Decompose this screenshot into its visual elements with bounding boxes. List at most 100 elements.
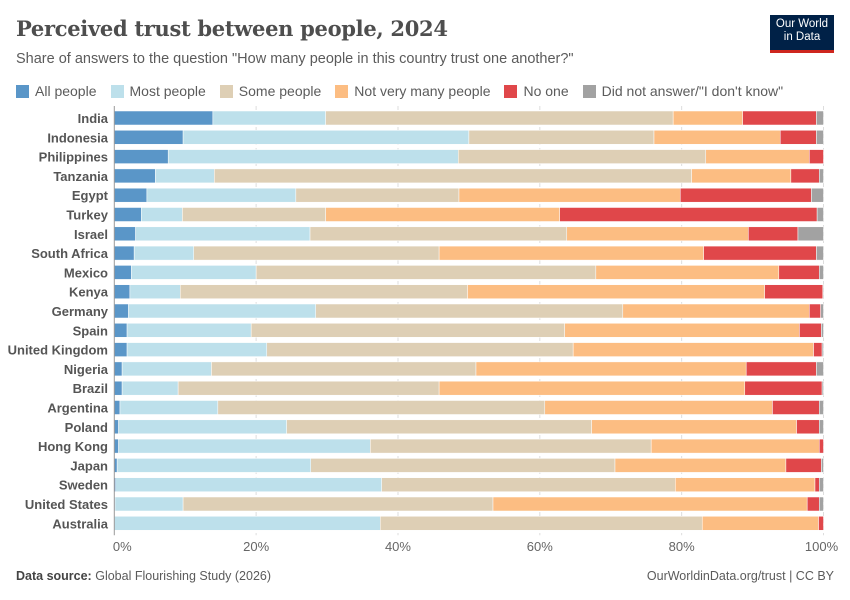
bar-segment-did-not-answer-i-don-t-know[interactable] [821, 458, 824, 473]
owid-logo[interactable]: Our World in Data [770, 15, 834, 53]
bar-segment-not-very-many-people[interactable] [691, 168, 792, 184]
bar-segment-some-people[interactable] [182, 496, 494, 512]
bar-segment-no-one[interactable] [814, 477, 820, 492]
bar-segment-some-people[interactable] [370, 438, 652, 454]
bar-segment-all-people[interactable] [114, 226, 136, 242]
bar-segment-no-one[interactable] [679, 187, 812, 203]
bar-segment-most-people[interactable] [212, 110, 326, 126]
bar-segment-some-people[interactable] [380, 516, 703, 531]
bar-segment-most-people[interactable] [121, 380, 179, 396]
bar-segment-no-one[interactable] [818, 438, 824, 454]
bar-segment-most-people[interactable] [118, 438, 371, 454]
bar-segment-not-very-many-people[interactable] [614, 458, 787, 473]
bar-segment-all-people[interactable] [114, 400, 121, 415]
bar-segment-no-one[interactable] [809, 149, 824, 164]
bar-segment-did-not-answer-i-don-t-know[interactable] [811, 187, 824, 203]
legend-item[interactable]: Most people [110, 83, 206, 99]
bar-segment-most-people[interactable] [182, 130, 470, 145]
bar-segment-all-people[interactable] [114, 245, 135, 261]
bar-segment-no-one[interactable] [779, 130, 817, 145]
bar-segment-all-people[interactable] [114, 130, 184, 145]
data-source-link[interactable]: Global Flourishing Study (2026) [95, 569, 272, 583]
bar-segment-no-one[interactable] [778, 265, 820, 280]
bar-segment-not-very-many-people[interactable] [701, 516, 819, 531]
bar-segment-not-very-many-people[interactable] [564, 323, 800, 338]
bar-segment-no-one[interactable] [806, 496, 820, 512]
bar-segment-most-people[interactable] [167, 149, 459, 164]
bar-segment-all-people[interactable] [114, 303, 129, 319]
bar-segment-no-one[interactable] [772, 400, 820, 415]
bar-segment-most-people[interactable] [118, 419, 287, 435]
bar-segment-did-not-answer-i-don-t-know[interactable] [816, 130, 824, 145]
bar-segment-no-one[interactable] [785, 458, 822, 473]
legend-item[interactable]: Not very many people [335, 83, 490, 99]
bar-segment-some-people[interactable] [266, 342, 574, 357]
bar-segment-did-not-answer-i-don-t-know[interactable] [816, 207, 824, 222]
bar-segment-did-not-answer-i-don-t-know[interactable] [818, 419, 824, 435]
legend-item[interactable]: All people [16, 83, 97, 99]
bar-segment-did-not-answer-i-don-t-know[interactable] [816, 110, 824, 126]
bar-segment-most-people[interactable] [146, 187, 297, 203]
bar-segment-not-very-many-people[interactable] [467, 284, 765, 299]
bar-segment-not-very-many-people[interactable] [458, 187, 681, 203]
bar-segment-some-people[interactable] [286, 419, 592, 435]
bar-segment-some-people[interactable] [309, 226, 568, 242]
bar-segment-all-people[interactable] [114, 187, 148, 203]
bar-segment-not-very-many-people[interactable] [492, 496, 808, 512]
bar-segment-some-people[interactable] [211, 361, 477, 377]
bar-segment-most-people[interactable] [155, 168, 215, 184]
license-link[interactable]: OurWorldinData.org/trust | CC BY [646, 569, 834, 583]
bar-segment-most-people[interactable] [114, 516, 381, 531]
bar-segment-most-people[interactable] [133, 245, 194, 261]
bar-segment-all-people[interactable] [114, 168, 156, 184]
bar-segment-all-people[interactable] [114, 380, 123, 396]
bar-segment-some-people[interactable] [295, 187, 460, 203]
bar-segment-most-people[interactable] [129, 284, 181, 299]
bar-segment-most-people[interactable] [135, 226, 311, 242]
bar-segment-some-people[interactable] [177, 380, 440, 396]
bar-segment-most-people[interactable] [114, 496, 184, 512]
bar-segment-did-not-answer-i-don-t-know[interactable] [818, 477, 824, 492]
bar-segment-no-one[interactable] [799, 323, 822, 338]
bar-segment-no-one[interactable] [559, 207, 818, 222]
bar-segment-no-one[interactable] [745, 361, 817, 377]
bar-segment-not-very-many-people[interactable] [475, 361, 747, 377]
bar-segment-did-not-answer-i-don-t-know[interactable] [797, 226, 824, 242]
bar-segment-all-people[interactable] [114, 419, 119, 435]
bar-segment-did-not-answer-i-don-t-know[interactable] [820, 303, 824, 319]
bar-segment-some-people[interactable] [180, 284, 468, 299]
bar-segment-not-very-many-people[interactable] [325, 207, 560, 222]
bar-segment-most-people[interactable] [116, 458, 311, 473]
bar-segment-some-people[interactable] [381, 477, 676, 492]
bar-segment-all-people[interactable] [114, 323, 128, 338]
bar-segment-no-one[interactable] [818, 516, 824, 531]
bar-segment-not-very-many-people[interactable] [653, 130, 781, 145]
bar-segment-some-people[interactable] [255, 265, 597, 280]
legend-item[interactable]: Some people [219, 83, 321, 99]
bar-segment-not-very-many-people[interactable] [438, 245, 704, 261]
bar-segment-all-people[interactable] [114, 361, 123, 377]
bar-segment-did-not-answer-i-don-t-know[interactable] [816, 361, 824, 377]
bar-segment-some-people[interactable] [315, 303, 624, 319]
bar-segment-all-people[interactable] [114, 342, 128, 357]
bar-segment-did-not-answer-i-don-t-know[interactable] [816, 245, 824, 261]
bar-segment-some-people[interactable] [193, 245, 440, 261]
bar-segment-some-people[interactable] [182, 207, 326, 222]
bar-segment-no-one[interactable] [764, 284, 824, 299]
bar-segment-some-people[interactable] [468, 130, 655, 145]
bar-segment-most-people[interactable] [126, 342, 268, 357]
bar-segment-no-one[interactable] [796, 419, 820, 435]
bar-segment-all-people[interactable] [114, 284, 131, 299]
bar-segment-not-very-many-people[interactable] [595, 265, 780, 280]
bar-segment-no-one[interactable] [790, 168, 820, 184]
bar-segment-no-one[interactable] [744, 380, 823, 396]
bar-segment-not-very-many-people[interactable] [672, 110, 743, 126]
bar-segment-most-people[interactable] [119, 400, 219, 415]
bar-segment-not-very-many-people[interactable] [675, 477, 816, 492]
bar-segment-did-not-answer-i-don-t-know[interactable] [818, 168, 824, 184]
bar-segment-some-people[interactable] [458, 149, 707, 164]
bar-segment-no-one[interactable] [809, 303, 821, 319]
bar-segment-most-people[interactable] [121, 361, 212, 377]
bar-segment-not-very-many-people[interactable] [544, 400, 773, 415]
legend-item[interactable]: No one [504, 83, 569, 99]
